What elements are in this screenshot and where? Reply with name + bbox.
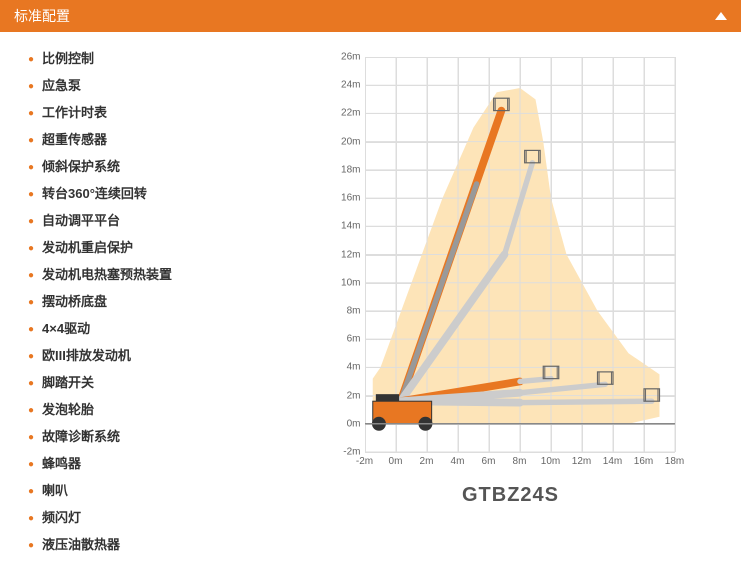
content-area: 比例控制应急泵工作计时表超重传感器倾斜保护系统转台360°连续回转自动调平平台发… xyxy=(0,32,741,565)
y-axis-label: 18m xyxy=(341,164,360,175)
feature-list: 比例控制应急泵工作计时表超重传感器倾斜保护系统转台360°连续回转自动调平平台发… xyxy=(0,44,280,557)
panel-title: 标准配置 xyxy=(14,6,70,26)
y-axis-label: 6m xyxy=(347,334,361,345)
y-axis-label: 14m xyxy=(341,221,360,232)
feature-item: 比例控制 xyxy=(28,44,280,71)
x-axis-label: 6m xyxy=(482,456,496,467)
reach-chart: -2m 0m 2m 4m 6m 8m 10m 12m 14m 16m 18m 20m 22m 24m 26m… xyxy=(331,52,691,472)
x-axis-label: -2m xyxy=(356,456,373,467)
x-axis-label: 4m xyxy=(451,456,465,467)
y-axis-label: 2m xyxy=(347,390,361,401)
machine-diagram xyxy=(365,57,675,452)
y-axis-label: 16m xyxy=(341,193,360,204)
collapse-icon[interactable] xyxy=(715,12,727,20)
feature-item: 超重传感器 xyxy=(28,125,280,152)
feature-item: 转台360°连续回转 xyxy=(28,179,280,206)
y-axis-label: 4m xyxy=(347,362,361,373)
feature-item: 自动调平平台 xyxy=(28,206,280,233)
y-axis-label: 8m xyxy=(347,305,361,316)
feature-item: 发动机电热塞预热装置 xyxy=(28,260,280,287)
y-axis-label: 0m xyxy=(347,418,361,429)
x-axis-label: 10m xyxy=(541,456,560,467)
x-axis-label: 18m xyxy=(665,456,684,467)
y-axis-label: 10m xyxy=(341,277,360,288)
feature-item: 倾斜保护系统 xyxy=(28,152,280,179)
x-axis-label: 2m xyxy=(420,456,434,467)
feature-item: 工作计时表 xyxy=(28,98,280,125)
feature-item: 4×4驱动 xyxy=(28,314,280,341)
feature-item: 液压油散热器 xyxy=(28,530,280,557)
y-axis-label: 22m xyxy=(341,108,360,119)
feature-item: 应急泵 xyxy=(28,71,280,98)
feature-item: 欧III排放发动机 xyxy=(28,341,280,368)
feature-item: 摆动桥底盘 xyxy=(28,287,280,314)
x-axis-label: 0m xyxy=(389,456,403,467)
feature-item: 频闪灯 xyxy=(28,503,280,530)
x-axis-label: 12m xyxy=(572,456,591,467)
y-axis-label: 12m xyxy=(341,249,360,260)
feature-item: 喇叭 xyxy=(28,476,280,503)
x-axis-label: 8m xyxy=(513,456,527,467)
feature-item: 故障诊断系统 xyxy=(28,422,280,449)
x-axis-label: 14m xyxy=(603,456,622,467)
feature-item: 脚踏开关 xyxy=(28,368,280,395)
y-axis-label: 26m xyxy=(341,52,360,63)
chart-column: -2m 0m 2m 4m 6m 8m 10m 12m 14m 16m 18m 20m 22m 24m 26m… xyxy=(280,44,741,557)
model-label: GTBZ24S xyxy=(462,484,559,507)
y-axis-label: 20m xyxy=(341,136,360,147)
y-axis-label: 24m xyxy=(341,80,360,91)
feature-item: 蜂鸣器 xyxy=(28,449,280,476)
feature-item: 发动机重启保护 xyxy=(28,233,280,260)
x-axis-label: 16m xyxy=(634,456,653,467)
feature-item: 发泡轮胎 xyxy=(28,395,280,422)
